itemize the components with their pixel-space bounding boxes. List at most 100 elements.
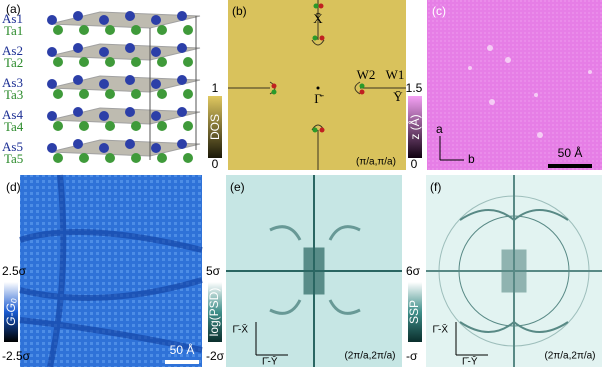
as-atom bbox=[177, 139, 187, 149]
colorbar-max: 1 bbox=[212, 81, 219, 95]
layer-label: As1 bbox=[2, 11, 23, 26]
axis-label: Γ̄-Ȳ bbox=[462, 356, 478, 367]
colorbar-label: log(PSD) bbox=[207, 288, 221, 337]
ta-atom bbox=[157, 121, 167, 131]
as-atom bbox=[125, 107, 135, 117]
ta-atom bbox=[131, 57, 141, 67]
texture bbox=[19, 174, 203, 368]
scale-bar bbox=[548, 164, 592, 168]
colorbar-max: 1.5 bbox=[406, 81, 423, 95]
colorbar-label: DOS bbox=[208, 114, 222, 140]
ta-atom bbox=[53, 89, 63, 99]
ta-atom bbox=[157, 89, 167, 99]
as-atom bbox=[99, 111, 109, 121]
as-atom bbox=[73, 11, 83, 21]
ta-atom bbox=[131, 153, 141, 163]
as-atom bbox=[125, 139, 135, 149]
axis-label: a bbox=[436, 122, 443, 136]
colorbar-label: G-G₀ bbox=[4, 298, 18, 326]
layer-slab bbox=[49, 43, 201, 61]
q-axes bbox=[255, 322, 288, 356]
ta-atom bbox=[79, 25, 89, 35]
as-atom bbox=[47, 47, 57, 57]
ta-atom bbox=[105, 89, 115, 99]
colorbar bbox=[208, 96, 222, 158]
arc-points bbox=[271, 3, 365, 133]
axis-label: b bbox=[468, 152, 475, 166]
colorbar-max: 2.5σ bbox=[2, 264, 27, 278]
as-atom bbox=[125, 75, 135, 85]
as-atom bbox=[99, 79, 109, 89]
as-atom bbox=[125, 11, 135, 21]
colorbar bbox=[408, 282, 422, 342]
ta-atom bbox=[131, 25, 141, 35]
as-atom bbox=[125, 43, 135, 53]
point-label: Ȳ bbox=[393, 89, 403, 104]
corner-label: (2π/a,2π/a) bbox=[544, 351, 595, 362]
as-atom bbox=[99, 47, 109, 57]
as-atom bbox=[177, 75, 187, 85]
point-label: X̄ bbox=[313, 11, 323, 26]
layer-label: As3 bbox=[2, 75, 23, 90]
as-atom bbox=[177, 43, 187, 53]
colorbar-min: -2σ bbox=[206, 349, 225, 363]
ta-atom bbox=[53, 121, 63, 131]
colorbar-label: z (Å) bbox=[407, 114, 422, 139]
ta-atom bbox=[105, 57, 115, 67]
ta-atom bbox=[131, 121, 141, 131]
colorbar-max: 6σ bbox=[406, 264, 421, 278]
panel-label: (b) bbox=[232, 4, 247, 18]
colorbar-min: -2.5σ bbox=[2, 349, 31, 363]
layer-label: As2 bbox=[2, 43, 23, 58]
as-atom bbox=[151, 47, 161, 57]
scale-label: 50 Å bbox=[558, 145, 583, 160]
layer-label: Ta2 bbox=[4, 55, 23, 70]
colorbar bbox=[408, 96, 422, 158]
ta-atom bbox=[183, 57, 193, 67]
as-atom bbox=[177, 11, 187, 21]
axis-label: Γ̄-X̄ bbox=[232, 323, 248, 336]
q-axes bbox=[455, 322, 488, 356]
layer-label: As4 bbox=[2, 107, 23, 122]
ta-atom bbox=[79, 153, 89, 163]
scale-label: 50 Å bbox=[170, 342, 195, 357]
layer-slab bbox=[49, 11, 201, 29]
defects bbox=[468, 45, 592, 138]
layer-label: As5 bbox=[2, 139, 23, 154]
layer-label: Ta5 bbox=[4, 151, 23, 166]
as-atom bbox=[151, 143, 161, 153]
crystal-structure bbox=[47, 11, 201, 163]
ta-atom bbox=[105, 153, 115, 163]
as-atom bbox=[73, 43, 83, 53]
axis-label: Γ̄-X̄ bbox=[432, 323, 448, 336]
ta-atom bbox=[105, 121, 115, 131]
scale-bar bbox=[165, 360, 199, 364]
ta-atom bbox=[79, 57, 89, 67]
as-atom bbox=[47, 15, 57, 25]
ta-atom bbox=[53, 57, 63, 67]
ta-atom bbox=[183, 25, 193, 35]
panel-label: (f) bbox=[430, 180, 441, 194]
colorbar bbox=[4, 282, 18, 342]
conductance-map bbox=[20, 175, 202, 367]
ta-atom bbox=[183, 153, 193, 163]
as-atom bbox=[151, 111, 161, 121]
as-atom bbox=[151, 79, 161, 89]
colorbar-min: 0 bbox=[212, 157, 219, 171]
point-label: W1 bbox=[386, 67, 405, 82]
as-atom bbox=[99, 15, 109, 25]
as-atom bbox=[47, 79, 57, 89]
panel-label: (e) bbox=[230, 180, 245, 194]
as-atom bbox=[73, 107, 83, 117]
as-atom bbox=[73, 139, 83, 149]
colorbar bbox=[208, 282, 222, 342]
ta-atom bbox=[183, 89, 193, 99]
topography-map bbox=[427, 0, 602, 170]
layer-label: Ta1 bbox=[4, 23, 23, 38]
as-atom bbox=[99, 143, 109, 153]
as-atom bbox=[47, 111, 57, 121]
panel-label: (a) bbox=[6, 2, 21, 16]
as-atom bbox=[177, 107, 187, 117]
